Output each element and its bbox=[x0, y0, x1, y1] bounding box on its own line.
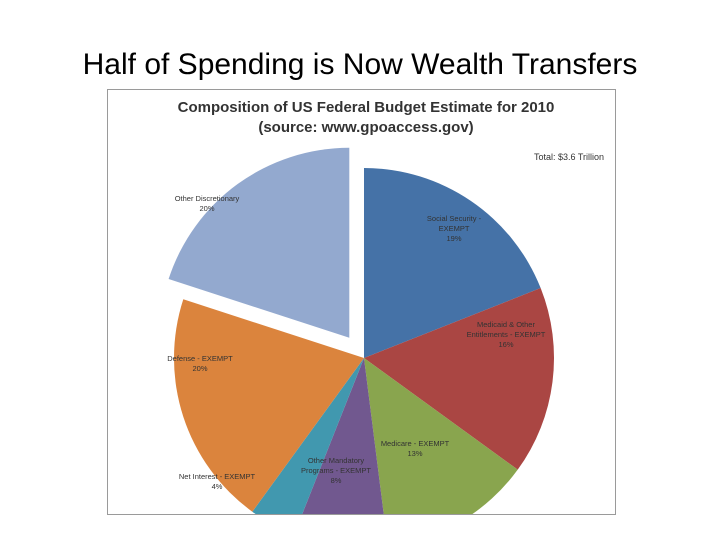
slice-label-5: Defense - EXEMPT 20% bbox=[167, 354, 233, 373]
slice-label-4-line-1: 4% bbox=[212, 482, 223, 491]
pie-slice-1 bbox=[364, 288, 554, 470]
slice-label-3-line-2: 8% bbox=[331, 476, 342, 485]
chart-figure: Composition of US Federal Budget Estimat… bbox=[107, 89, 616, 515]
pie-slices bbox=[168, 147, 554, 514]
pie-slice-2 bbox=[364, 358, 518, 514]
slice-label-2-line-1: 13% bbox=[407, 449, 422, 458]
pie-slice-0 bbox=[364, 168, 541, 358]
slice-label-5-line-0: Defense - EXEMPT bbox=[167, 354, 233, 363]
total-label: Total: $3.6 Trillion bbox=[534, 152, 604, 162]
slice-label-0-line-1: EXEMPT bbox=[439, 224, 470, 233]
slice-label-0-line-2: 19% bbox=[446, 234, 461, 243]
slide-title: Half of Spending is Now Wealth Transfers bbox=[82, 48, 638, 81]
slice-label-4-line-0: Net Interest - EXEMPT bbox=[179, 472, 256, 481]
pie-slice-3 bbox=[302, 358, 384, 514]
pie-labels: Social Security -EXEMPT 19% Medicaid & Oth… bbox=[167, 194, 546, 491]
chart-title-line-1: Composition of US Federal Budget Estimat… bbox=[178, 99, 555, 116]
chart-title-line-2: (source: www.gpoaccess.gov) bbox=[258, 119, 473, 136]
pie-slice-4 bbox=[252, 358, 364, 514]
slice-label-4: Net Interest - EXEMPT 4% bbox=[179, 472, 256, 491]
slice-label-1-line-1: Entitlements - EXEMPT bbox=[467, 330, 546, 339]
slice-label-0: Social Security -EXEMPT 19% bbox=[427, 214, 482, 243]
slice-label-1-line-2: 16% bbox=[498, 340, 513, 349]
slice-label-1-line-0: Medicaid & Other bbox=[477, 320, 535, 329]
pie-slice-5 bbox=[174, 299, 364, 512]
slice-label-2: Medicare - EXEMPT 13% bbox=[381, 439, 450, 458]
slice-label-6: Other Discretionary 20% bbox=[175, 194, 240, 213]
slice-label-6-line-1: 20% bbox=[199, 204, 214, 213]
pie-slice-6 bbox=[168, 147, 350, 338]
slice-label-0-line-0: Social Security - bbox=[427, 214, 482, 223]
slice-label-3: Other Mandatory Programs - EXEMPT 8% bbox=[301, 456, 371, 485]
slice-label-1: Medicaid & Other Entitlements - EXEMPT 16% bbox=[467, 320, 546, 349]
slice-label-3-line-1: Programs - EXEMPT bbox=[301, 466, 371, 475]
slice-label-2-line-0: Medicare - EXEMPT bbox=[381, 439, 450, 448]
slice-label-3-line-0: Other Mandatory bbox=[308, 456, 365, 465]
slice-label-5-line-1: 20% bbox=[192, 364, 207, 373]
slice-label-6-line-0: Other Discretionary bbox=[175, 194, 240, 203]
pie-chart: Composition of US Federal Budget Estimat… bbox=[167, 99, 604, 514]
